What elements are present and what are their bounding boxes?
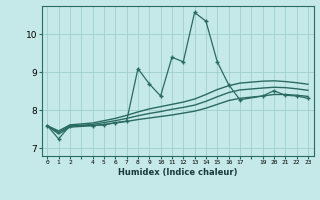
X-axis label: Humidex (Indice chaleur): Humidex (Indice chaleur) xyxy=(118,168,237,177)
